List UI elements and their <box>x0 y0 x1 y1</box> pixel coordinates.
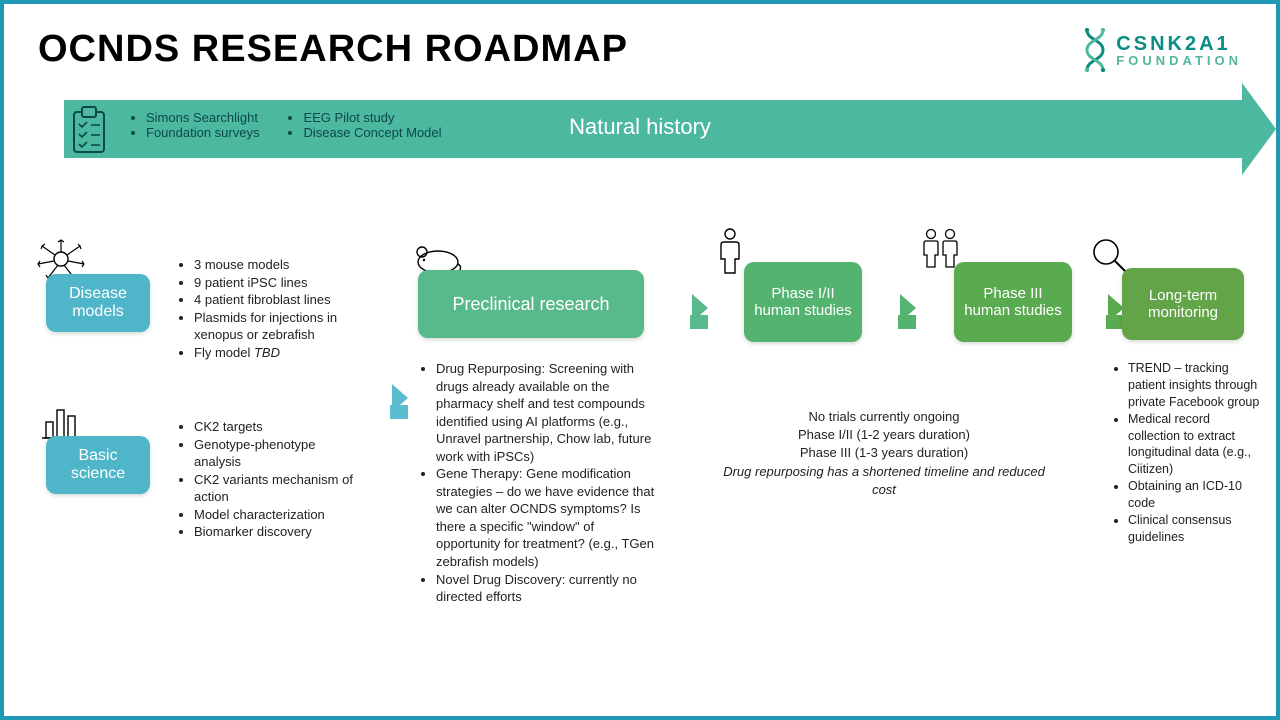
basic-science-box: Basic science <box>46 436 150 494</box>
disease-models-box: Disease models <box>46 274 150 332</box>
preclinical-list: Drug Repurposing: Screening with drugs a… <box>418 360 660 606</box>
longterm-box: Long-term monitoring <box>1122 268 1244 340</box>
logo-top: CSNK2A1 <box>1116 34 1242 54</box>
page-title: OCNDS RESEARCH ROADMAP <box>38 28 628 71</box>
arrow-to-preclinical <box>392 384 408 412</box>
phase3-box: Phase III human studies <box>954 262 1072 342</box>
basic-science-list: CK2 targets Genotype-phenotype analysis … <box>176 418 364 541</box>
person-icon <box>716 226 744 276</box>
preclinical-box: Preclinical research <box>418 270 644 338</box>
banner-title: Natural history <box>569 114 711 140</box>
disease-models-list: 3 mouse models 9 patient iPSC lines 4 pa… <box>176 256 364 361</box>
trials-note: No trials currently ongoing Phase I/II (… <box>714 408 1054 499</box>
arrow-to-phase3 <box>900 294 916 322</box>
dna-icon <box>1080 28 1110 72</box>
phase12-box: Phase I/II human studies <box>744 262 862 342</box>
logo: CSNK2A1 FOUNDATION <box>1080 28 1242 72</box>
banner-bullets: Simons Searchlight Foundation surveys EE… <box>130 110 441 140</box>
longterm-list: TREND – tracking patient insights throug… <box>1110 360 1260 546</box>
natural-history-banner: Simons Searchlight Foundation surveys EE… <box>38 100 1242 164</box>
arrow-to-phase12 <box>692 294 708 322</box>
clipboard-icon <box>66 104 112 156</box>
logo-bottom: FOUNDATION <box>1116 54 1242 67</box>
